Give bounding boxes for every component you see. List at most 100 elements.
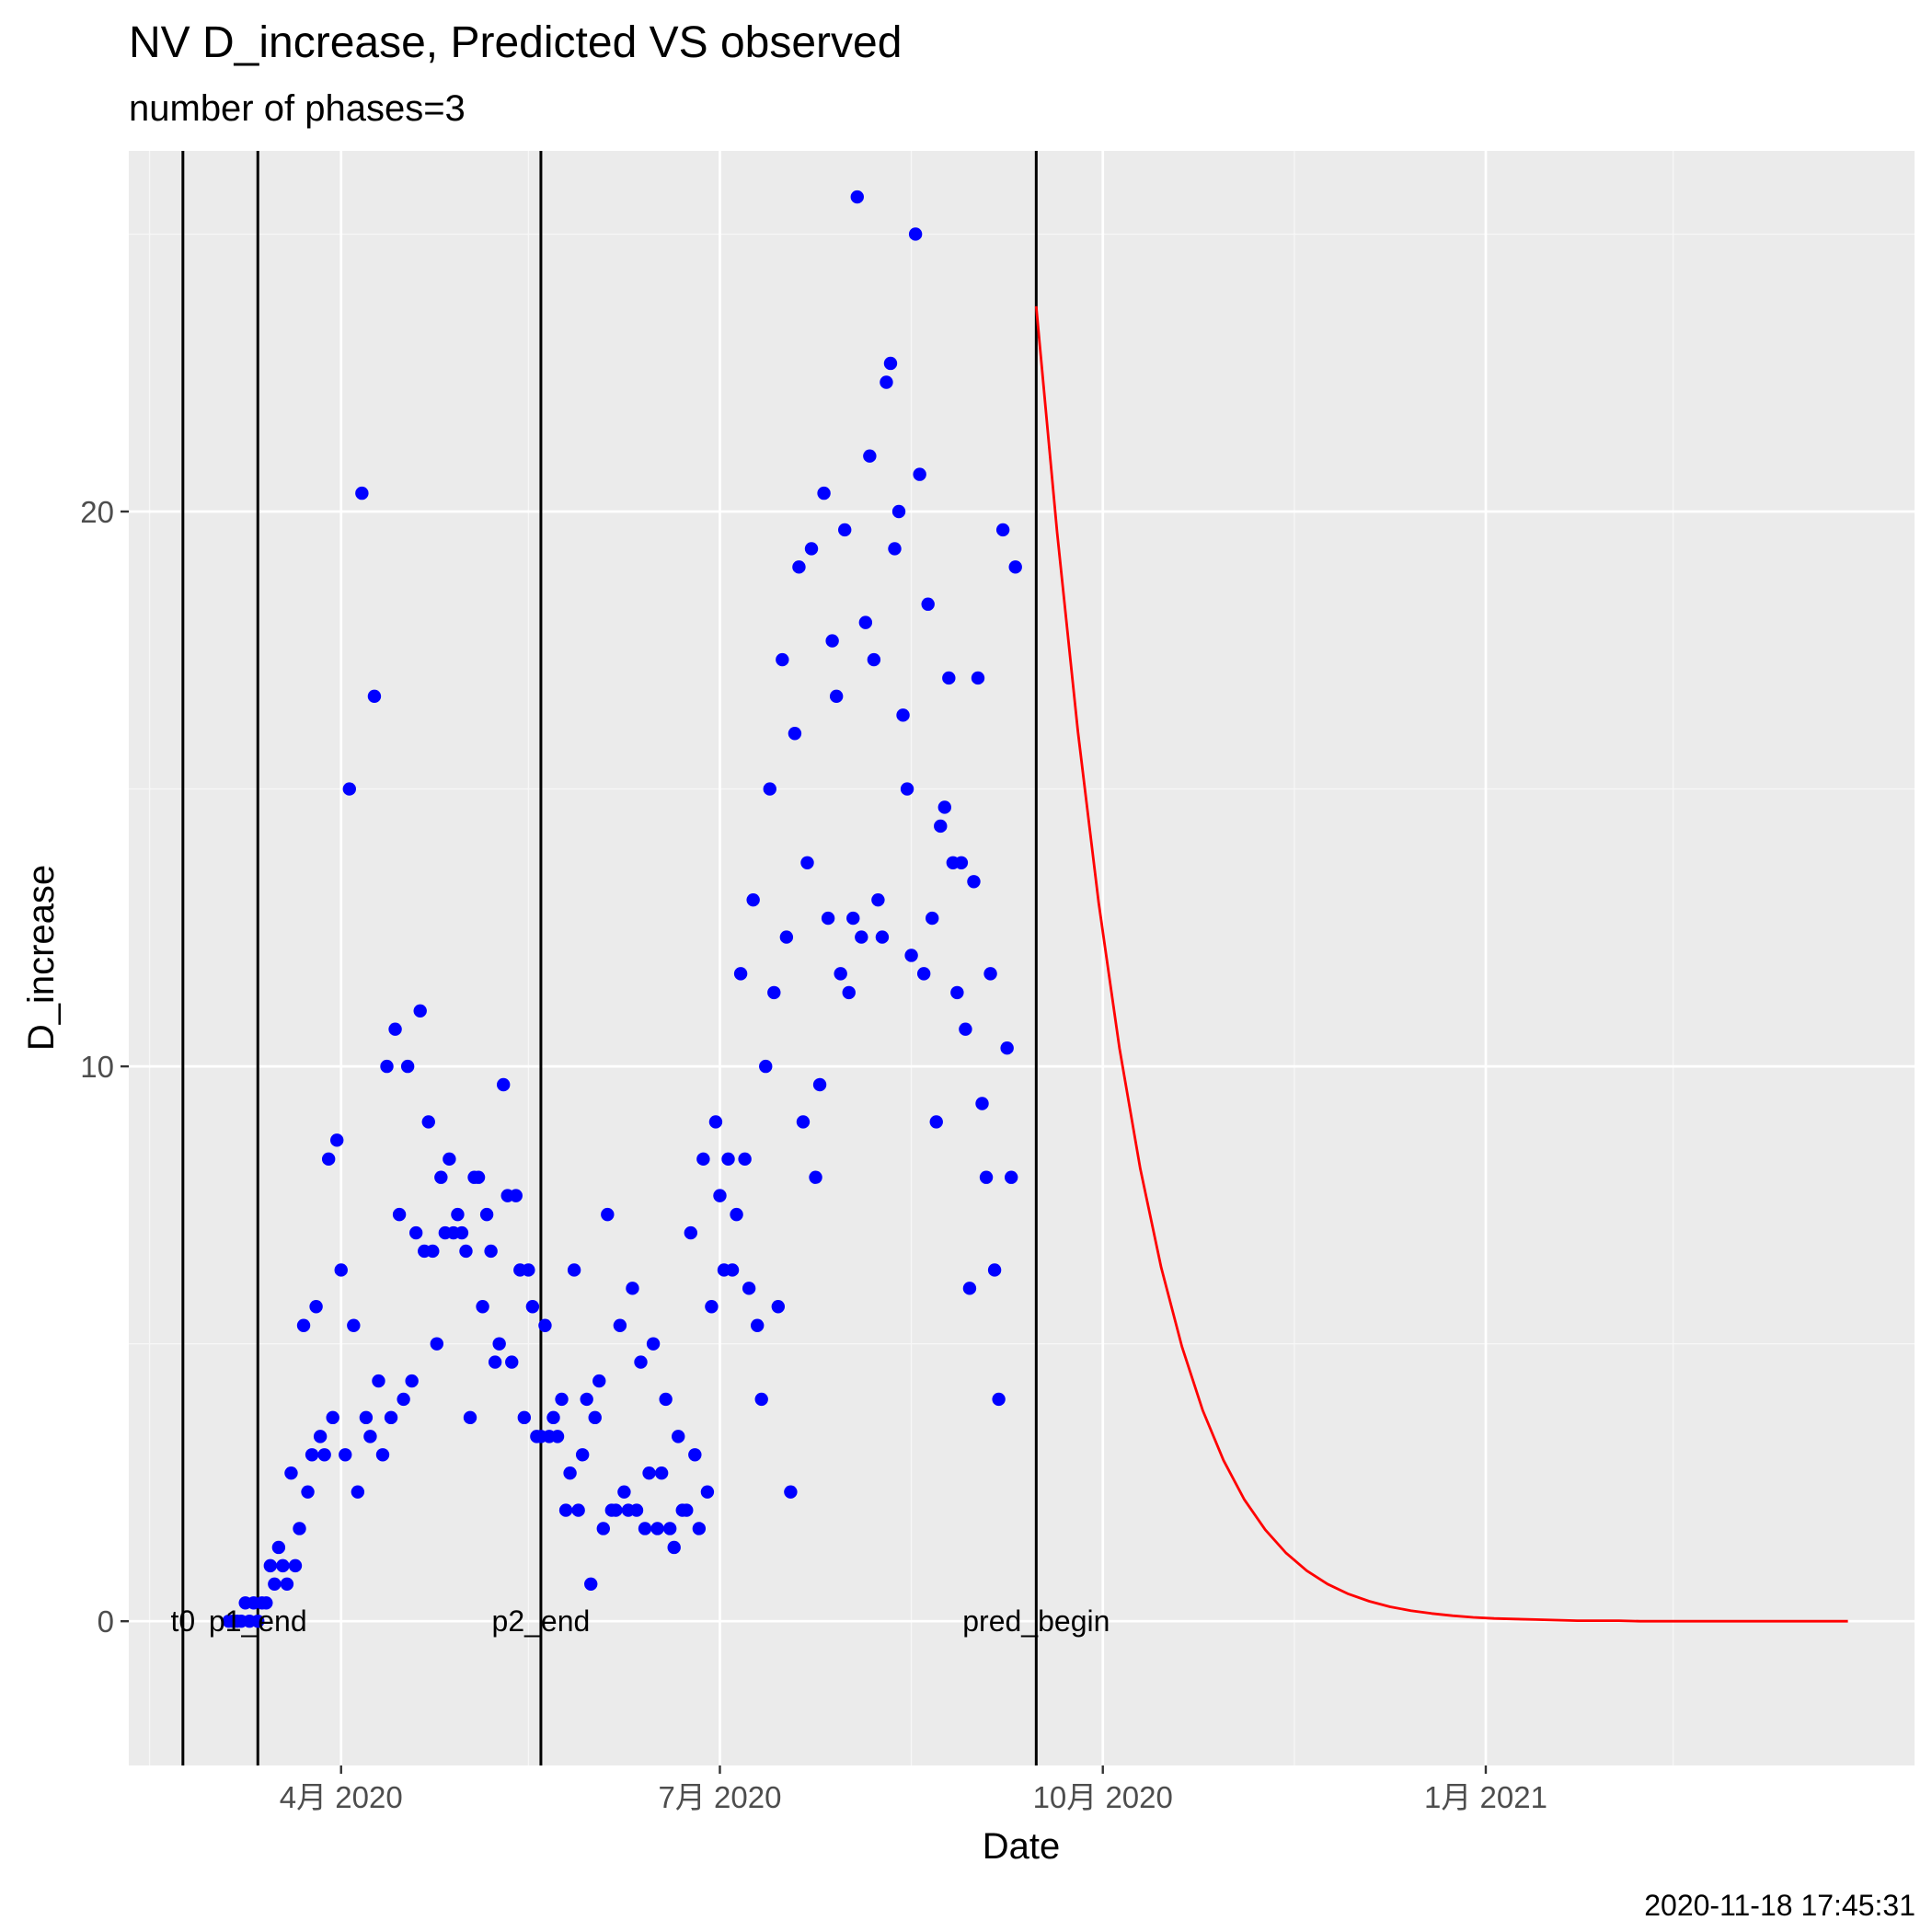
x-axis: 4月 2020 7月 2020 10月 2020 1月 2021: [280, 1765, 1547, 1814]
observed-point: [359, 1410, 374, 1425]
observed-point: [326, 1410, 339, 1425]
observed-point: [567, 1263, 581, 1277]
observed-points: [222, 190, 1022, 1628]
observed-point: [601, 1207, 615, 1222]
observed-point: [700, 1485, 715, 1499]
observed-point: [367, 689, 382, 704]
observed-point: [1004, 1170, 1018, 1184]
observed-point: [463, 1410, 477, 1425]
observed-point: [763, 782, 776, 796]
x-axis-title: Date: [983, 1826, 1061, 1867]
observed-point: [505, 1355, 519, 1369]
observed-point: [750, 1318, 765, 1332]
observed-point: [426, 1244, 440, 1259]
observed-point: [454, 1225, 469, 1240]
observed-point: [271, 1540, 286, 1555]
observed-point: [538, 1318, 552, 1332]
observed-point: [309, 1300, 323, 1314]
observed-point: [522, 1263, 535, 1277]
observed-point: [838, 523, 852, 537]
observed-point: [730, 1207, 743, 1222]
observed-point: [280, 1577, 294, 1591]
observed-point: [638, 1522, 652, 1535]
observed-point: [588, 1410, 602, 1425]
observed-point: [867, 652, 881, 667]
observed-point: [875, 930, 890, 944]
observed-point: [580, 1392, 593, 1407]
observed-point: [476, 1300, 489, 1314]
phase-line-label: p2_end: [492, 1604, 591, 1638]
observed-point: [546, 1410, 560, 1425]
x-tick-label: 4月 2020: [280, 1780, 403, 1814]
observed-point: [855, 930, 868, 944]
x-tick-label: 1月 2021: [1424, 1780, 1547, 1814]
observed-point: [555, 1392, 569, 1407]
observed-point: [558, 1503, 573, 1517]
observed-point: [634, 1355, 648, 1369]
y-axis: 0 10 20: [80, 495, 129, 1639]
observed-point: [825, 634, 839, 648]
observed-point: [471, 1170, 486, 1184]
observed-point: [405, 1374, 419, 1388]
observed-point: [713, 1189, 727, 1202]
phase-line-label: p1_end: [209, 1604, 307, 1638]
timestamp-caption: 2020-11-18 17:45:31: [1644, 1889, 1915, 1922]
y-tick-label: 20: [80, 495, 114, 529]
x-tick-label: 10月 2020: [1033, 1780, 1173, 1814]
observed-point: [484, 1244, 498, 1259]
observed-point: [883, 356, 898, 371]
observed-point: [284, 1466, 298, 1480]
observed-point: [342, 782, 356, 796]
observed-point: [962, 1282, 977, 1295]
observed-point: [725, 1263, 740, 1277]
observed-point: [771, 1300, 786, 1314]
x-tick-label: 7月 2020: [659, 1780, 782, 1814]
observed-point: [339, 1448, 352, 1462]
observed-point: [293, 1522, 306, 1535]
observed-point: [488, 1355, 502, 1369]
observed-point: [629, 1503, 644, 1517]
observed-point: [575, 1448, 590, 1462]
observed-point: [708, 1115, 723, 1129]
observed-point: [592, 1374, 606, 1388]
observed-point: [817, 486, 831, 500]
observed-point: [692, 1522, 707, 1535]
observed-point: [613, 1318, 627, 1332]
observed-point: [497, 1077, 511, 1092]
observed-point: [680, 1503, 694, 1517]
observed-point: [626, 1282, 639, 1295]
observed-point: [517, 1410, 532, 1425]
observed-point: [779, 930, 794, 944]
observed-point: [842, 985, 856, 1000]
observed-point: [916, 967, 931, 981]
observed-point: [372, 1374, 385, 1388]
observed-point: [754, 1392, 768, 1407]
observed-point: [705, 1300, 719, 1314]
observed-point: [959, 1022, 972, 1036]
observed-point: [880, 375, 893, 389]
observed-point: [330, 1133, 344, 1147]
observed-point: [721, 1152, 735, 1167]
observed-point: [525, 1300, 540, 1314]
phase-lines: [181, 151, 1038, 1765]
observed-point: [276, 1558, 290, 1573]
observed-point: [609, 1503, 623, 1517]
observed-point: [375, 1448, 390, 1462]
observed-point: [913, 467, 926, 481]
y-axis-title: D_increase: [21, 865, 62, 1051]
observed-point: [430, 1337, 444, 1351]
observed-point: [829, 689, 844, 704]
observed-point: [742, 1282, 756, 1295]
observed-point: [942, 671, 956, 685]
observed-point: [263, 1558, 278, 1573]
observed-point: [921, 597, 935, 611]
observed-point: [746, 892, 760, 907]
observed-point: [334, 1263, 348, 1277]
observed-point: [434, 1170, 448, 1184]
observed-point: [347, 1318, 361, 1332]
observed-point: [451, 1207, 465, 1222]
phase-line-label: pred_begin: [962, 1604, 1110, 1638]
observed-point: [313, 1430, 328, 1443]
observed-point: [863, 449, 877, 463]
